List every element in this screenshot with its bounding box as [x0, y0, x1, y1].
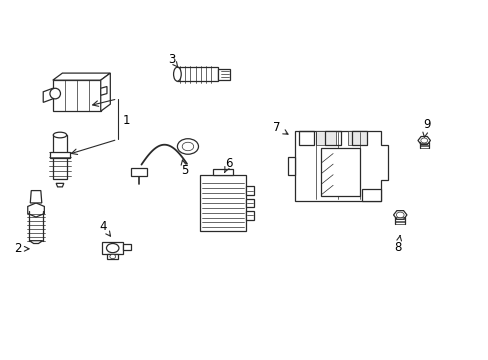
Circle shape — [420, 138, 427, 143]
Text: 8: 8 — [393, 235, 401, 254]
Circle shape — [396, 212, 403, 218]
Ellipse shape — [53, 132, 66, 138]
Ellipse shape — [173, 67, 181, 81]
Polygon shape — [218, 68, 230, 80]
Polygon shape — [123, 243, 131, 249]
Polygon shape — [101, 73, 110, 111]
Polygon shape — [294, 131, 387, 201]
Polygon shape — [29, 241, 42, 243]
Polygon shape — [53, 135, 66, 179]
Polygon shape — [43, 88, 53, 102]
Text: 5: 5 — [181, 160, 188, 177]
Polygon shape — [107, 254, 118, 259]
Text: 2: 2 — [15, 242, 29, 255]
Polygon shape — [245, 211, 254, 220]
Polygon shape — [28, 203, 44, 217]
Polygon shape — [245, 199, 254, 207]
Text: 6: 6 — [224, 157, 232, 172]
Polygon shape — [177, 67, 218, 81]
Polygon shape — [361, 189, 380, 201]
Text: 9: 9 — [422, 118, 429, 137]
Polygon shape — [245, 186, 254, 195]
Text: 1: 1 — [122, 113, 129, 126]
Polygon shape — [316, 131, 335, 145]
Circle shape — [182, 142, 193, 151]
Polygon shape — [53, 80, 101, 111]
Polygon shape — [347, 131, 366, 145]
Polygon shape — [50, 153, 69, 158]
Polygon shape — [131, 168, 147, 176]
Polygon shape — [213, 169, 232, 175]
Polygon shape — [321, 148, 359, 196]
Polygon shape — [30, 190, 41, 203]
Circle shape — [106, 243, 119, 253]
Polygon shape — [287, 157, 294, 175]
Text: 4: 4 — [99, 220, 110, 236]
Polygon shape — [53, 73, 110, 80]
Text: 3: 3 — [167, 53, 178, 68]
Polygon shape — [101, 86, 107, 95]
Polygon shape — [56, 183, 64, 187]
Text: 7: 7 — [273, 121, 287, 134]
Polygon shape — [200, 175, 245, 231]
Polygon shape — [102, 242, 123, 254]
Polygon shape — [417, 136, 429, 144]
Polygon shape — [393, 211, 406, 219]
Circle shape — [177, 139, 198, 154]
Ellipse shape — [50, 88, 61, 99]
Circle shape — [110, 255, 115, 259]
